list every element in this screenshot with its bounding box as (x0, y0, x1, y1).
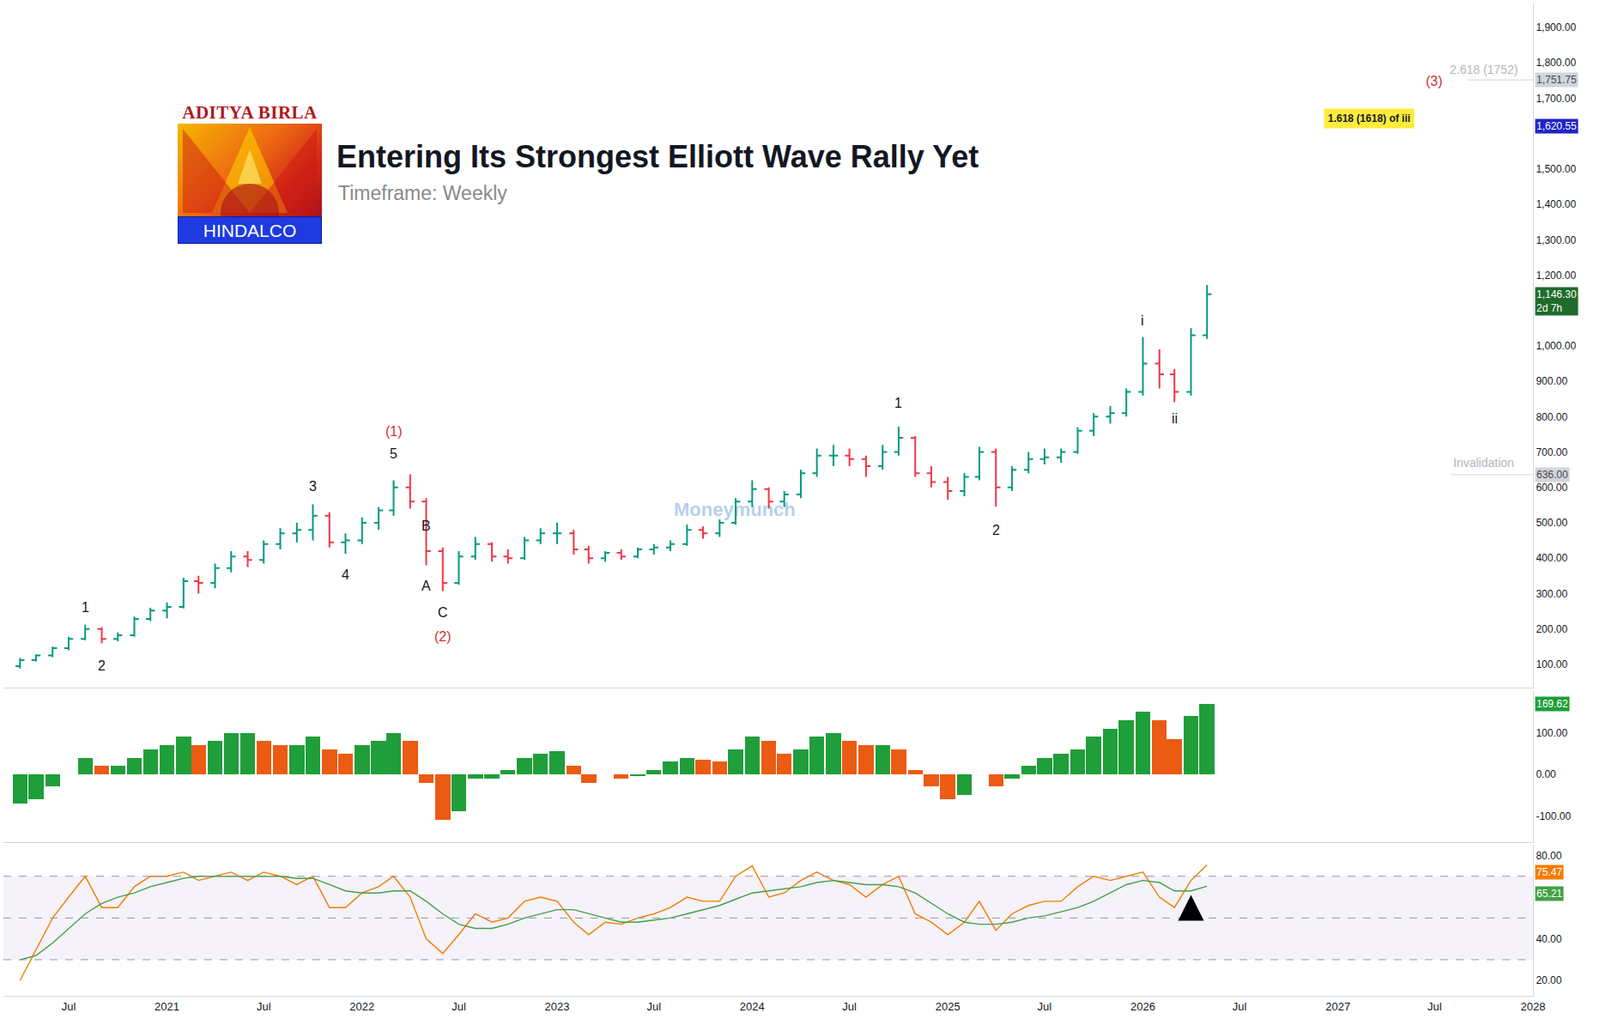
svg-text:Jul: Jul (1037, 1000, 1053, 1013)
svg-text:800.00: 800.00 (1535, 411, 1568, 424)
svg-text:1,146.302d 7h: 1,146.302d 7h (1536, 288, 1577, 315)
svg-text:Moneymunch: Moneymunch (673, 498, 796, 521)
svg-text:1,751.75: 1,751.75 (1536, 73, 1577, 86)
svg-text:1,800.00: 1,800.00 (1535, 56, 1576, 69)
svg-text:700.00: 700.00 (1535, 446, 1568, 459)
svg-text:(1): (1) (385, 424, 403, 439)
svg-text:1,400.00: 1,400.00 (1535, 198, 1576, 211)
svg-text:2: 2 (97, 658, 106, 673)
svg-text:1,500.00: 1,500.00 (1535, 163, 1576, 176)
svg-text:2021: 2021 (154, 1000, 180, 1013)
svg-text:1,200.00: 1,200.00 (1535, 269, 1576, 282)
html-text:HINDALCO: HINDALCO (203, 220, 297, 241)
svg-text:5: 5 (389, 446, 398, 461)
html-text:Entering Its Strongest Elliott: Entering Its Strongest Elliott Wave Rall… (336, 139, 979, 175)
svg-text:(2): (2) (434, 629, 452, 644)
svg-text:Jul: Jul (451, 1000, 467, 1013)
svg-text:1,300.00: 1,300.00 (1535, 234, 1576, 247)
svg-text:ii: ii (1171, 411, 1178, 426)
svg-text:169.62: 169.62 (1536, 697, 1569, 710)
svg-text:Jul: Jul (61, 1000, 77, 1013)
html-text:ADITYA BIRLA: ADITYA BIRLA (182, 102, 318, 123)
svg-text:65.21: 65.21 (1536, 887, 1563, 900)
svg-text:636.00: 636.00 (1536, 468, 1569, 481)
svg-text:Jul: Jul (842, 1000, 857, 1013)
svg-text:500.00: 500.00 (1535, 516, 1568, 529)
svg-text:Jul: Jul (1232, 1000, 1248, 1013)
svg-text:i: i (1140, 313, 1145, 328)
svg-text:Jul: Jul (256, 1000, 272, 1013)
svg-text:Jul: Jul (646, 1000, 661, 1013)
svg-text:A: A (421, 578, 431, 594)
svg-text:100.00: 100.00 (1535, 658, 1568, 671)
svg-text:(3): (3) (1425, 73, 1443, 89)
svg-text:0.00: 0.00 (1535, 768, 1557, 781)
svg-text:2022: 2022 (349, 1000, 375, 1013)
svg-text:2.618 (1752): 2.618 (1752) (1449, 62, 1518, 77)
svg-text:20.00: 20.00 (1535, 974, 1562, 987)
svg-text:40.00: 40.00 (1535, 933, 1562, 946)
svg-text:1: 1 (81, 600, 90, 615)
svg-text:2: 2 (992, 522, 1000, 538)
svg-text:200.00: 200.00 (1535, 623, 1568, 636)
svg-text:C: C (437, 605, 449, 620)
svg-text:3: 3 (309, 478, 317, 494)
svg-text:2028: 2028 (1521, 1000, 1546, 1013)
svg-text:B: B (421, 518, 431, 534)
svg-text:100.00: 100.00 (1535, 727, 1568, 740)
svg-text:1,700.00: 1,700.00 (1535, 92, 1576, 105)
svg-text:4: 4 (341, 567, 350, 582)
svg-text:1,000.00: 1,000.00 (1535, 339, 1576, 352)
svg-text:-100.00: -100.00 (1535, 810, 1571, 823)
svg-text:80.00: 80.00 (1535, 849, 1562, 862)
svg-text:900.00: 900.00 (1535, 375, 1568, 388)
svg-text:75.47: 75.47 (1536, 866, 1563, 879)
svg-text:1.618 (1618) of iii: 1.618 (1618) of iii (1327, 112, 1411, 125)
svg-text:300.00: 300.00 (1535, 587, 1568, 600)
svg-text:Jul: Jul (1427, 1000, 1443, 1013)
svg-text:2027: 2027 (1325, 1000, 1351, 1013)
svg-text:1,620.55: 1,620.55 (1536, 120, 1577, 133)
svg-text:2025: 2025 (935, 1000, 961, 1013)
svg-text:600.00: 600.00 (1535, 481, 1568, 494)
svg-text:400.00: 400.00 (1535, 551, 1568, 564)
svg-text:Invalidation: Invalidation (1453, 455, 1515, 470)
svg-text:2023: 2023 (545, 1000, 570, 1013)
html-text:Timeframe: Weekly: Timeframe: Weekly (338, 181, 508, 205)
svg-text:1,900.00: 1,900.00 (1535, 21, 1576, 34)
svg-text:1: 1 (894, 395, 903, 411)
svg-text:2024: 2024 (739, 1000, 765, 1013)
svg-text:2026: 2026 (1130, 1000, 1156, 1013)
